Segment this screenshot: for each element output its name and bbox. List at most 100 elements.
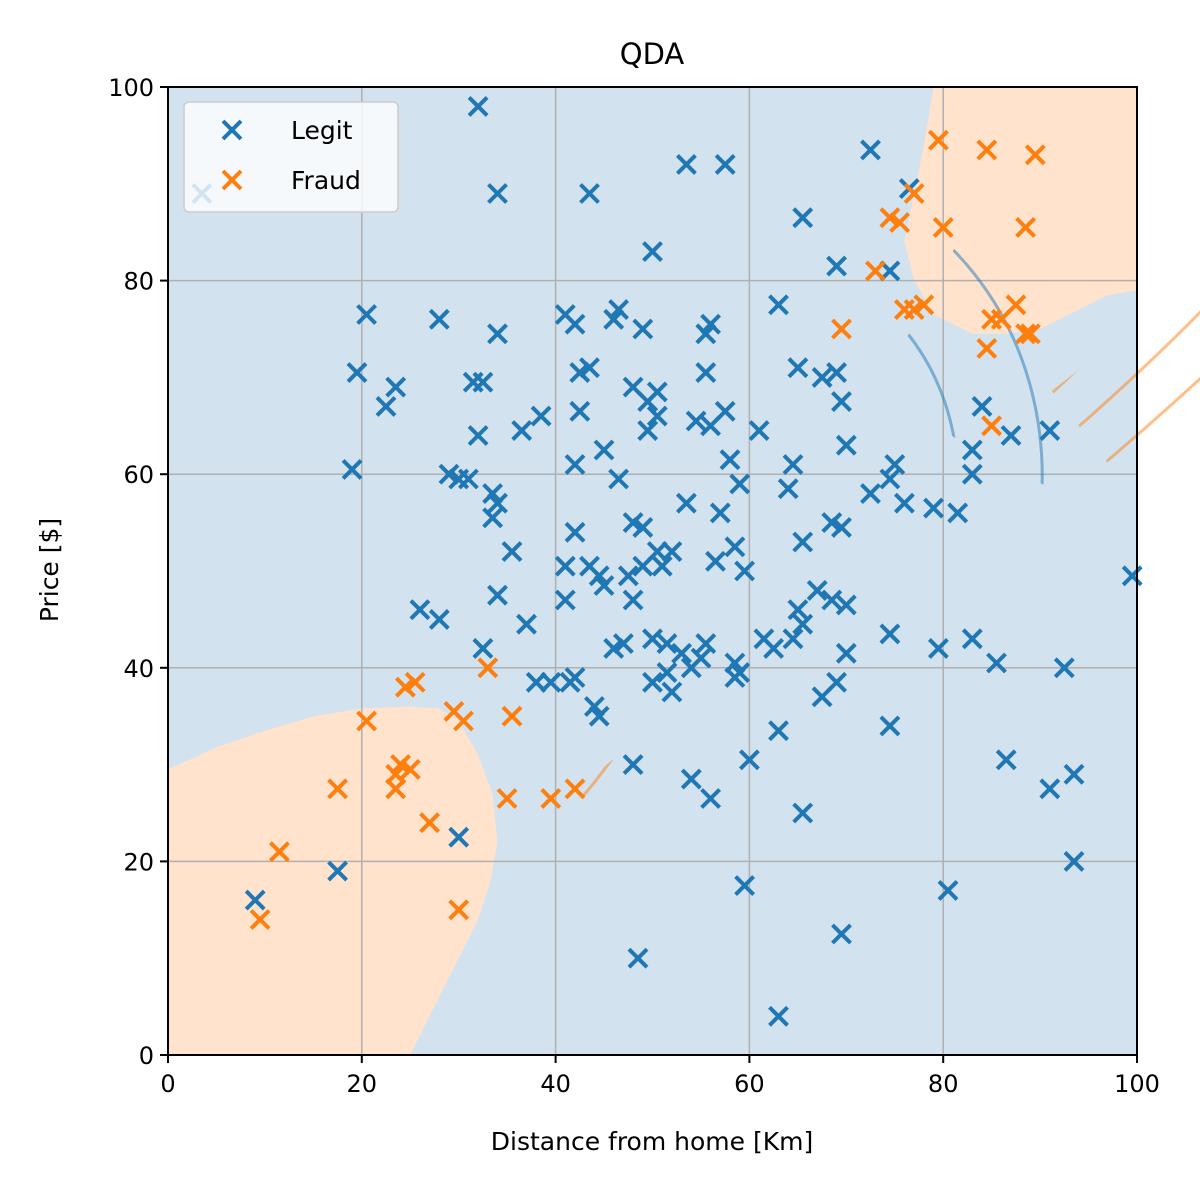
legit-point (768, 720, 789, 742)
fraud-point (932, 216, 954, 238)
legit-point (821, 589, 843, 611)
legit-point (516, 613, 537, 635)
legit-point (1063, 763, 1085, 785)
legit-point (860, 483, 881, 505)
legit-point (467, 425, 489, 446)
legit-point (467, 95, 489, 117)
legit-point (327, 860, 349, 882)
fraud-point (903, 183, 925, 204)
legit-point (937, 879, 959, 901)
legit-point (569, 400, 591, 422)
legit-point (356, 304, 378, 325)
legit-point (642, 671, 663, 693)
y-tick-label: 80 (123, 268, 154, 296)
x-tick-label: 60 (734, 1070, 765, 1098)
legit-point (826, 362, 848, 384)
legit-point (428, 608, 450, 630)
legit-point (428, 308, 450, 330)
legit-point (738, 749, 760, 771)
fraud-point (864, 260, 886, 282)
legit-point (1000, 425, 1022, 446)
legit-point (487, 183, 508, 204)
legit-point (346, 362, 368, 384)
legit-point (923, 497, 944, 519)
legit-point (646, 405, 668, 427)
legit-point (656, 662, 678, 684)
fraud-point (831, 318, 852, 340)
fraud-decision-region-lower (168, 706, 498, 1055)
fraud-point (385, 778, 407, 800)
legit-point (661, 541, 683, 563)
y-tick-label: 20 (123, 848, 154, 876)
legit-point (564, 667, 586, 688)
fraud-point (399, 758, 421, 780)
legit-point (487, 584, 508, 606)
fraud-point (564, 778, 586, 800)
legit-point (554, 589, 576, 611)
x-tick-label: 80 (928, 1070, 959, 1098)
fraud-point (976, 139, 998, 161)
fraud-point (913, 294, 935, 316)
legit-point (511, 420, 533, 442)
legit-point (995, 749, 1017, 771)
legit-point (579, 183, 600, 204)
legit-point (893, 492, 915, 514)
legit-point (879, 623, 901, 645)
legit-point (690, 647, 712, 669)
legit-point (579, 357, 600, 379)
legit-point (448, 826, 470, 848)
legend: Legit Fraud (183, 101, 399, 213)
fraud-point (927, 129, 949, 151)
legit-point (806, 579, 828, 601)
legit-point (971, 395, 993, 417)
legit-point (782, 454, 804, 475)
legit-point (632, 555, 654, 577)
legend-marker-fraud (221, 169, 243, 191)
fraud-point (1019, 323, 1041, 345)
legit-point (612, 633, 634, 655)
legit-point (409, 599, 431, 621)
legit-point (341, 458, 363, 480)
legit-point (831, 391, 852, 413)
x-tick-label: 100 (1114, 1070, 1160, 1098)
legit-point (835, 642, 857, 664)
legit-point (986, 652, 1007, 674)
legit-point (540, 671, 562, 693)
fraud-point (404, 671, 426, 693)
legit-point (622, 754, 644, 776)
fraud-point (453, 710, 474, 732)
legit-point (588, 705, 610, 727)
legit-point (564, 313, 586, 335)
legit-point (675, 492, 697, 514)
legit-point (564, 521, 586, 543)
fraud-point (356, 710, 378, 732)
fraud-point (249, 909, 271, 930)
legit-point (724, 536, 746, 558)
fraud-point (1024, 144, 1046, 166)
x-axis-label: Distance from home [Km] (491, 1127, 813, 1156)
fraud-point (1005, 294, 1027, 316)
legit-point (826, 671, 848, 693)
legit-point (642, 628, 663, 650)
legit-point (714, 153, 736, 175)
legit-point (835, 594, 857, 616)
fraud-point (327, 778, 349, 800)
legit-point (768, 294, 789, 316)
fraud-point (981, 415, 1003, 437)
legit-point (768, 1005, 789, 1027)
legit-point (734, 875, 756, 897)
legit-point (792, 802, 814, 824)
fraud-point (889, 212, 911, 233)
x-tick-label: 40 (540, 1070, 571, 1098)
legit-point (656, 633, 678, 655)
legit-point (1121, 565, 1143, 587)
legend-label-legit: Legit (291, 116, 353, 145)
fraud-point (268, 841, 290, 863)
legit-point (792, 613, 814, 635)
fraud-point (448, 899, 470, 921)
legit-point (501, 541, 523, 563)
legit-point (608, 299, 630, 321)
legit-point (961, 463, 983, 485)
